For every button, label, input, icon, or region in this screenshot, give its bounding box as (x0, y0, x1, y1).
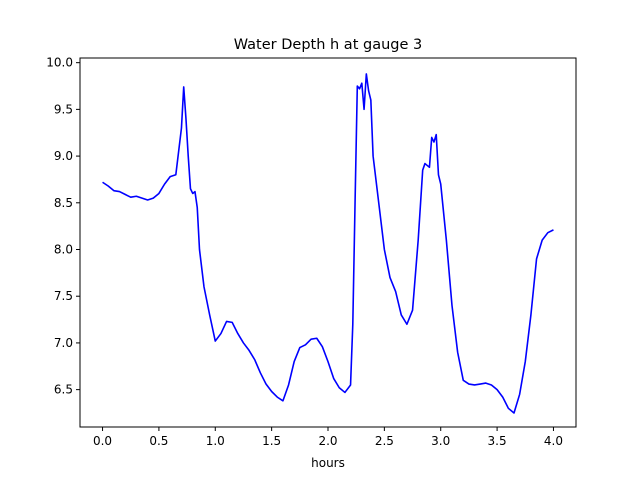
y-tick-label: 10.0 (46, 56, 73, 70)
x-tick-label: 4.0 (544, 434, 563, 448)
y-axis: 6.5 7.0 7.5 8.0 8.5 9.0 9.5 10.0 (46, 56, 80, 397)
x-tick-label: 2.5 (375, 434, 394, 448)
x-axis: 0.0 0.5 1.0 1.5 2.0 2.5 3.0 3.5 4.0 (93, 427, 563, 448)
x-tick-label: 2.0 (318, 434, 337, 448)
chart-title: Water Depth h at gauge 3 (234, 37, 422, 53)
x-tick-label: 1.0 (206, 434, 225, 448)
y-tick-label: 8.5 (54, 196, 73, 210)
x-tick-label: 1.5 (262, 434, 281, 448)
x-axis-label: hours (311, 456, 345, 470)
y-tick-label: 7.0 (54, 336, 73, 350)
y-tick-label: 8.0 (54, 243, 73, 257)
x-tick-label: 0.5 (149, 434, 168, 448)
y-tick-label: 7.5 (54, 289, 73, 303)
x-tick-label: 3.5 (488, 434, 507, 448)
x-tick-label: 3.0 (431, 434, 450, 448)
series-line-0 (102, 73, 554, 414)
y-tick-label: 9.5 (54, 102, 73, 116)
plot-area (102, 73, 554, 414)
plot-frame (79, 57, 577, 428)
x-tick-label: 0.0 (93, 434, 112, 448)
y-tick-label: 6.5 (54, 383, 73, 397)
y-tick-label: 9.0 (54, 149, 73, 163)
